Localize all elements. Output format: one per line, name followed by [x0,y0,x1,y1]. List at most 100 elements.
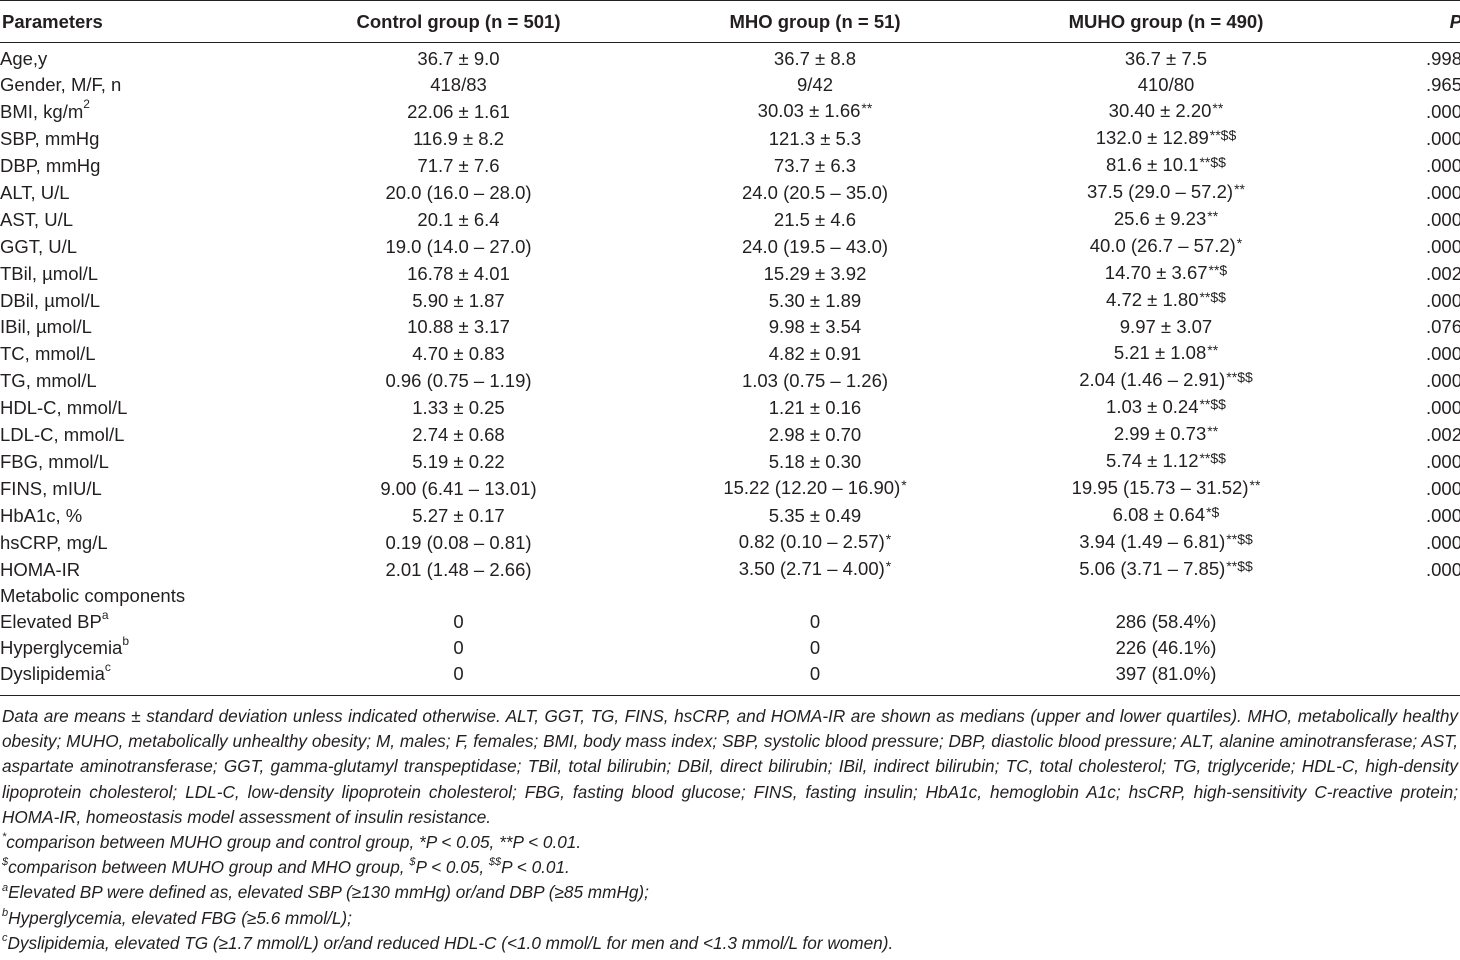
cell-p-value: .000 [1342,529,1460,556]
cell-mho [640,583,990,609]
significance-marker: **$$ [1226,369,1253,385]
cell-control: 71.7 ± 7.6 [277,152,640,179]
muho-value: 410/80 [1137,74,1195,95]
cell-p-value: .002 [1342,421,1460,448]
parameter-label: hsCRP, mg/L [0,531,108,553]
cell-parameter: GGT, U/L [0,233,277,260]
header-mho-group: MHO group (n = 51) [640,0,990,43]
footnote-mark: b [2,906,9,919]
cell-p-value: .000 [1342,233,1460,260]
parameter-label: Dyslipidemia [0,663,105,684]
cell-parameter: HDL-C, mmol/L [0,394,277,421]
table-row: TBil, µmol/L 16.78 ± 4.01 15.29 ± 3.92 14.7… [0,260,1460,287]
cell-muho: 14.70 ± 3.67**$ [990,260,1342,287]
cell-p-value: .000 [1342,206,1460,233]
cell-control: 5.19 ± 0.22 [277,448,640,475]
cell-muho: 2.99 ± 0.73** [990,421,1342,448]
cell-muho: 1.03 ± 0.24**$$ [990,394,1342,421]
footnote-text: P < 0.01. [501,857,570,878]
control-value: 4.70 ± 0.83 [412,342,505,364]
cell-p-value [1342,583,1460,609]
parameter-label: LDL-C, mmol/L [0,423,125,445]
table-row: TC, mmol/L 4.70 ± 0.83 4.82 ± 0.91 5.21 ± 1… [0,340,1460,367]
mho-value: 9.98 ± 3.54 [768,316,862,337]
control-value: 0 [453,663,464,684]
table-row: IBil, µmol/L 10.88 ± 3.17 9.98 ± 3.54 9.97 … [0,314,1460,340]
p-value: .998 [1425,48,1460,69]
cell-control: 22.06 ± 1.61 [277,98,640,125]
footnote-mark: * [2,831,7,844]
table-row: AST, U/L 20.1 ± 6.4 21.5 ± 4.6 25.6 ± 9.23*… [0,206,1460,233]
parameter-label: ALT, U/L [0,181,70,203]
cell-mho: 15.29 ± 3.92 [640,260,990,287]
muho-value: 2.99 ± 0.73 [1113,423,1207,444]
mho-value: 15.29 ± 3.92 [763,262,867,284]
significance-marker: **$$ [1199,396,1226,412]
p-value: .000 [1425,127,1460,149]
p-value: .000 [1425,342,1460,364]
parameter-superscript: 2 [83,97,90,112]
muho-value: 132.0 ± 12.89 [1095,127,1209,148]
significance-marker: ** [1249,477,1261,493]
parameter-label: SBP, mmHg [0,127,100,149]
cell-p-value: .076 [1342,314,1460,340]
p-value: .000 [1425,100,1460,122]
cell-mho: 4.82 ± 0.91 [640,340,990,367]
cell-parameter: Age,y [0,43,277,73]
mho-value: 15.22 (12.20 – 16.90) [723,477,901,498]
cell-parameter: BMI, kg/m2 [0,98,277,125]
table-row: HOMA-IR 2.01 (1.48 – 2.66) 3.50 (2.71 – 4.… [0,556,1460,583]
control-value: 20.0 (16.0 – 28.0) [385,181,532,203]
p-value: .000 [1425,396,1460,418]
cell-control: 0.96 (0.75 – 1.19) [277,367,640,394]
cell-parameter: Gender, M/F, n [0,72,277,98]
cell-p-value [1342,635,1460,661]
significance-marker: **$$ [1209,127,1237,143]
parameter-label: HbA1c, % [0,504,83,526]
table-row: DBil, µmol/L 5.90 ± 1.87 5.30 ± 1.89 4.72 ±… [0,287,1460,314]
table-row: TG, mmol/L 0.96 (0.75 – 1.19) 1.03 (0.75 –… [0,367,1460,394]
cell-parameter: Metabolic components [0,583,277,609]
cell-p-value: .000 [1342,475,1460,502]
mho-value: 5.18 ± 0.30 [768,450,862,472]
cell-parameter: Dyslipidemiac [0,661,277,687]
parameter-label: Hyperglycemia [0,637,123,658]
p-value: .002 [1425,423,1460,445]
cell-mho: 15.22 (12.20 – 16.90)* [640,475,990,502]
cell-parameter: FBG, mmol/L [0,448,277,475]
cell-parameter: ALT, U/L [0,179,277,206]
cell-p-value: .000 [1342,287,1460,314]
control-value: 5.90 ± 1.87 [412,289,505,311]
mho-value: 5.30 ± 1.89 [768,289,862,311]
cell-parameter: HbA1c, % [0,502,277,529]
cell-parameter: DBil, µmol/L [0,287,277,314]
mho-value: 121.3 ± 5.3 [768,127,862,149]
cell-control: 5.27 ± 0.17 [277,502,640,529]
cell-mho: 5.35 ± 0.49 [640,502,990,529]
cell-p-value: .998 [1342,43,1460,73]
control-value: 418/83 [430,74,487,95]
cell-p-value: .000 [1342,98,1460,125]
muho-value: 6.08 ± 0.64 [1112,504,1206,525]
parameter-superscript: c [104,659,111,674]
control-value: 1.33 ± 0.25 [412,396,505,418]
muho-value: 286 (58.4%) [1115,611,1217,632]
table-row: Elevated BPa 0 0 286 (58.4%) [0,609,1460,635]
control-value: 19.0 (14.0 – 27.0) [385,235,532,257]
footnote-text: Dyslipidemia, elevated TG (≥1.7 mmol/L) … [7,932,894,953]
cell-mho: 5.30 ± 1.89 [640,287,990,314]
table-row: Gender, M/F, n 418/83 9/42 410/80 .965 [0,72,1460,98]
control-value: 20.1 ± 6.4 [417,208,500,230]
p-value: .000 [1425,531,1460,553]
muho-value: 14.70 ± 3.67 [1104,262,1208,283]
mho-value: 4.82 ± 0.91 [768,342,862,364]
control-value: 22.06 ± 1.61 [407,100,510,122]
cell-muho [990,583,1342,609]
parameter-label: IBil, µmol/L [0,316,92,337]
footnote-mark: a [2,881,9,894]
cell-muho: 286 (58.4%) [990,609,1342,635]
footnote-text: Elevated BP were defined as, elevated SB… [8,882,649,903]
cell-mho: 5.18 ± 0.30 [640,448,990,475]
table-row: ALT, U/L 20.0 (16.0 – 28.0) 24.0 (20.5 – 3… [0,179,1460,206]
